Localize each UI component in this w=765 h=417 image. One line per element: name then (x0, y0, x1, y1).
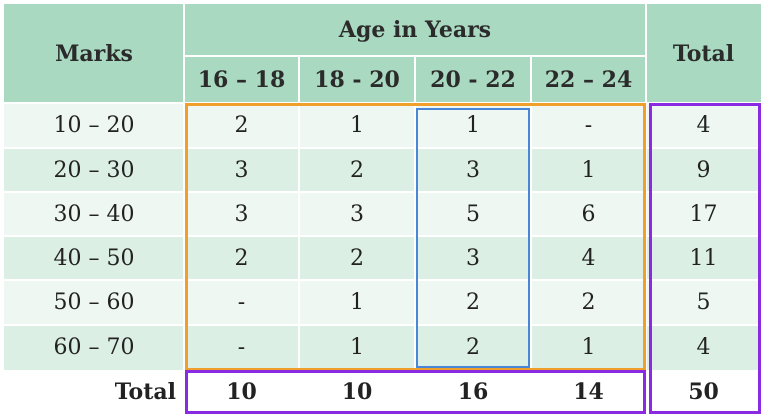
data-cell: 2 (415, 280, 531, 325)
age-group-header: Age in Years (184, 4, 646, 56)
row-total-cell: 9 (646, 148, 761, 192)
data-cell: 6 (531, 192, 646, 236)
data-cell: 3 (184, 148, 299, 192)
grid-line (4, 147, 761, 149)
grid-line (645, 4, 647, 370)
row-total-cell: 5 (646, 280, 761, 325)
grid-line (183, 4, 185, 370)
data-cell: 1 (415, 103, 531, 148)
data-cell: 2 (299, 148, 415, 192)
marks-cell: 10 – 20 (4, 103, 184, 148)
data-cell: 2 (415, 325, 531, 370)
grid-line (4, 191, 761, 193)
total-row-label: Total (4, 370, 184, 414)
data-cell: - (184, 325, 299, 370)
data-cell: 3 (184, 192, 299, 236)
grid-line (414, 56, 416, 370)
marks-header: Marks (4, 4, 184, 103)
data-cell: 3 (415, 236, 531, 280)
data-cell: 1 (299, 103, 415, 148)
data-cell: 4 (531, 236, 646, 280)
column-total-cell: 10 (299, 370, 415, 414)
data-cell: 3 (415, 148, 531, 192)
marks-cell: 20 – 30 (4, 148, 184, 192)
column-total-cell: 10 (184, 370, 299, 414)
data-cell: 1 (299, 325, 415, 370)
data-cell: 2 (184, 236, 299, 280)
data-cell: - (531, 103, 646, 148)
grid-line (530, 56, 532, 370)
data-cell: 1 (531, 148, 646, 192)
data-cell: 1 (299, 280, 415, 325)
grid-line (298, 56, 300, 370)
column-total-cell: 14 (531, 370, 646, 414)
grand-total-cell: 50 (646, 370, 761, 414)
row-total-cell: 4 (646, 103, 761, 148)
frequency-table: Marks Age in Years Total 16 – 18 18 - 20… (4, 4, 761, 414)
data-cell: 3 (299, 192, 415, 236)
age-range-header: 18 - 20 (299, 56, 415, 103)
grid-line (4, 235, 761, 237)
row-total-cell: 4 (646, 325, 761, 370)
grid-line (4, 279, 761, 281)
age-range-header: 16 – 18 (184, 56, 299, 103)
data-cell: 5 (415, 192, 531, 236)
row-total-cell: 11 (646, 236, 761, 280)
marks-cell: 60 – 70 (4, 325, 184, 370)
marks-cell: 40 – 50 (4, 236, 184, 280)
grid-line (184, 55, 646, 57)
row-total-cell: 17 (646, 192, 761, 236)
marks-cell: 30 – 40 (4, 192, 184, 236)
grid-line (4, 324, 761, 326)
column-total-cell: 16 (415, 370, 531, 414)
total-header: Total (646, 4, 761, 103)
age-range-header: 20 - 22 (415, 56, 531, 103)
data-cell: 2 (184, 103, 299, 148)
data-cell: 2 (531, 280, 646, 325)
data-cell: 2 (299, 236, 415, 280)
marks-cell: 50 – 60 (4, 280, 184, 325)
grid-line (4, 102, 761, 104)
age-range-header: 22 – 24 (531, 56, 646, 103)
data-cell: - (184, 280, 299, 325)
data-cell: 1 (531, 325, 646, 370)
